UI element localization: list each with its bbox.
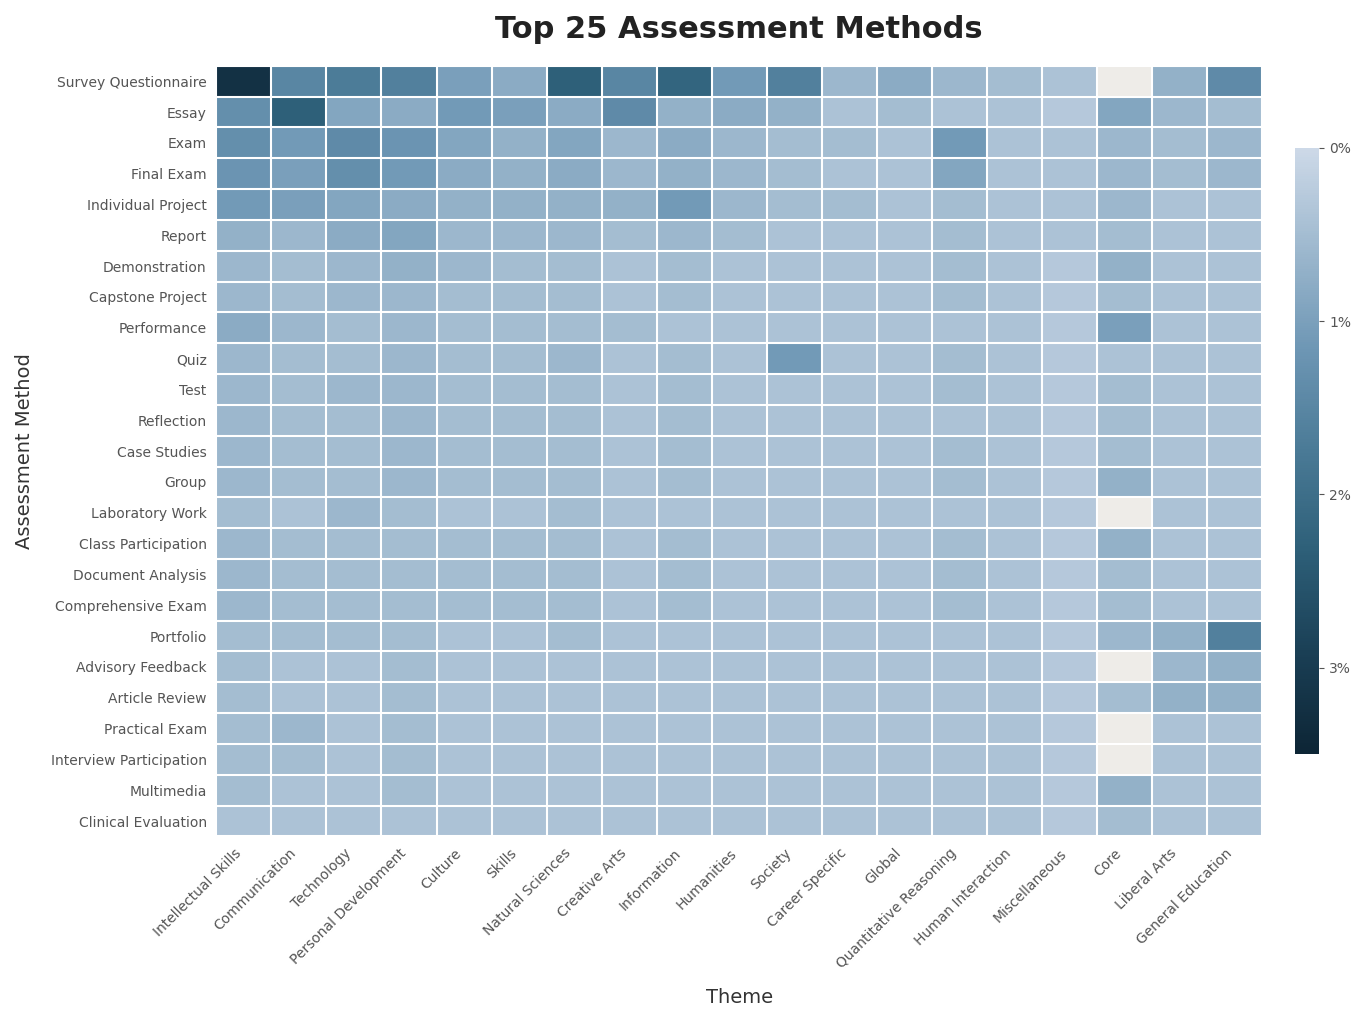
Title: Top 25 Assessment Methods: Top 25 Assessment Methods (496, 15, 984, 44)
X-axis label: Theme: Theme (706, 988, 773, 1007)
Y-axis label: Assessment Method: Assessment Method (15, 354, 34, 549)
